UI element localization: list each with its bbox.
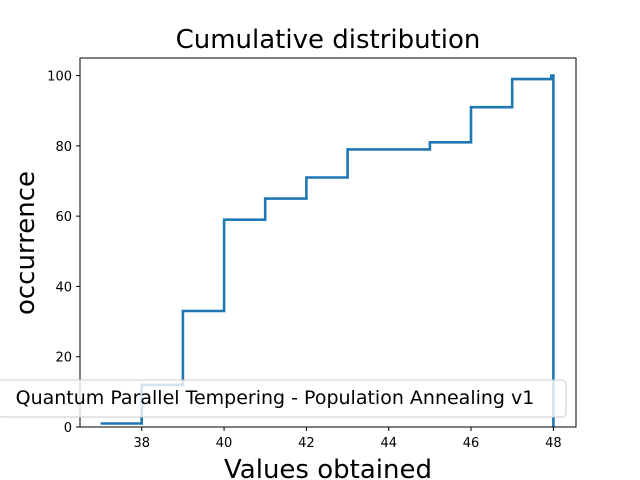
x-axis-label: Values obtained — [224, 455, 432, 480]
x-tick-label: 48 — [545, 436, 562, 451]
legend: Quantum Parallel Tempering - Population … — [0, 379, 567, 418]
plot-frame — [79, 57, 577, 428]
x-tick-label: 44 — [380, 436, 397, 451]
series-line — [100, 74, 555, 427]
x-tick-label: 38 — [133, 436, 150, 451]
y-axis: 0 20 40 60 80 100 — [47, 70, 80, 436]
plot-background — [80, 58, 576, 427]
y-tick-label: 20 — [55, 351, 72, 366]
y-tick-label: 40 — [55, 280, 72, 295]
plot-area — [79, 57, 577, 428]
legend-box — [0, 379, 567, 418]
y-tick-label: 100 — [47, 70, 72, 85]
y-tick-label: 0 — [64, 421, 72, 436]
x-tick-label: 46 — [463, 436, 480, 451]
chart-title: Cumulative distribution — [176, 25, 481, 55]
x-tick-label: 40 — [216, 436, 233, 451]
y-tick-label: 80 — [55, 140, 72, 155]
x-tick-label: 42 — [298, 436, 315, 451]
y-axis-label: occurrence — [11, 171, 41, 315]
legend-entry-label: Quantum Parallel Tempering - Population … — [16, 387, 535, 409]
x-axis: 38 40 42 44 46 48 — [133, 427, 562, 451]
y-tick-label: 60 — [55, 210, 72, 225]
